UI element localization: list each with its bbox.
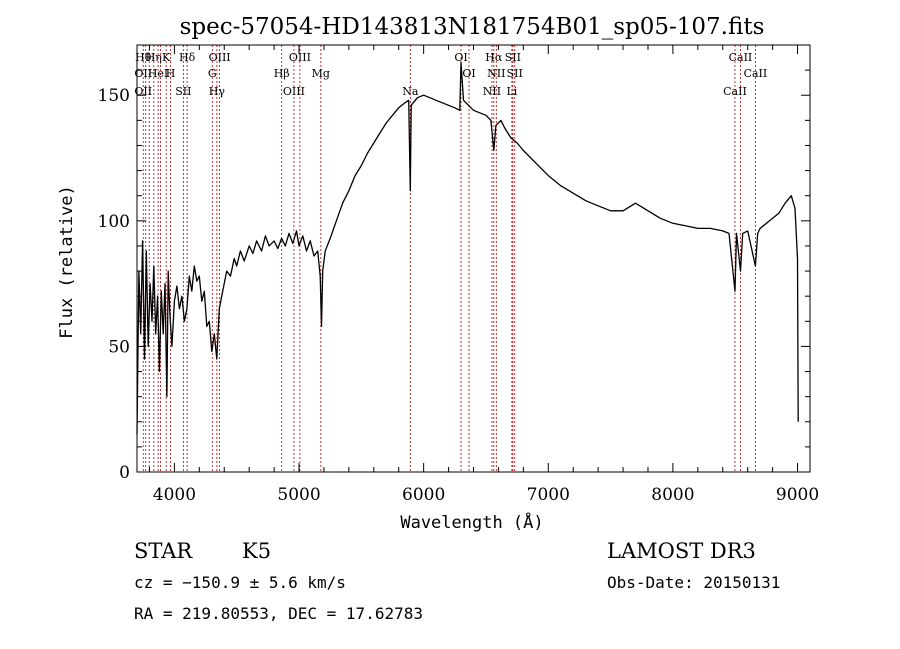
object-class: STAR [134, 539, 193, 563]
line-label: NII [483, 85, 501, 98]
coordinates: RA = 219.80553, DEC = 17.62783 [134, 604, 423, 623]
line-label: K [162, 51, 171, 64]
x-tick-label: 8000 [651, 485, 694, 505]
x-tick-label: 9000 [776, 485, 819, 505]
line-label: Mg [312, 67, 330, 80]
line-label: Hη [146, 51, 162, 64]
line-label: CaII [744, 67, 768, 80]
line-label: HeI [148, 67, 168, 80]
redshift-cz: cz = −150.9 ± 5.6 km/s [134, 573, 346, 592]
survey-label: LAMOST DR3 [607, 539, 756, 563]
spectrum-series-line [136, 61, 799, 435]
line-label: Hθ [135, 51, 152, 64]
y-axis-label: Flux (relative) [57, 185, 77, 339]
line-label: Hα [485, 51, 503, 64]
line-label: OI [462, 67, 475, 80]
object-subclass: K5 [242, 539, 272, 563]
line-label: SII [507, 67, 523, 80]
line-label: G [208, 67, 217, 80]
line-label: OIII [209, 51, 231, 64]
y-axis-ticks: 0 50 100 150 [98, 69, 810, 483]
obs-date: Obs-Date: 20150131 [607, 573, 781, 592]
x-tick-label: 4000 [153, 485, 196, 505]
chart-title: spec-57054-HD143813N181754B01_sp05-107.f… [180, 14, 765, 40]
line-label: SII [505, 51, 521, 64]
y-tick-label: 50 [108, 337, 130, 357]
line-label: CaII [729, 51, 753, 64]
line-label: Hδ [179, 51, 196, 64]
line-label: SII [175, 85, 191, 98]
x-axis-ticks: 4000 5000 6000 7000 8000 9000 [148, 45, 819, 505]
line-label: Na [402, 85, 419, 98]
y-tick-label: 100 [98, 212, 130, 232]
line-label: Hβ [274, 67, 290, 80]
line-label: OIII [283, 85, 305, 98]
x-tick-label: 7000 [527, 485, 570, 505]
line-label: OI [454, 51, 467, 64]
line-label: CaII [723, 85, 747, 98]
line-label: NII [487, 67, 505, 80]
y-tick-label: 150 [98, 86, 130, 106]
line-markers [142, 45, 756, 472]
y-tick-label: 0 [119, 463, 130, 483]
line-label: Hγ [209, 85, 226, 98]
line-label: OIII [289, 51, 311, 64]
line-labels: HθOIIOIIHηHeIKHSIIHδGHγOIIIHβOIIIOIIIMgN… [134, 51, 767, 98]
x-tick-label: 5000 [277, 485, 320, 505]
line-label: Li [506, 85, 517, 98]
line-label: H [166, 67, 176, 80]
x-tick-label: 6000 [402, 485, 445, 505]
x-axis-label: Wavelength (Å) [400, 511, 543, 533]
